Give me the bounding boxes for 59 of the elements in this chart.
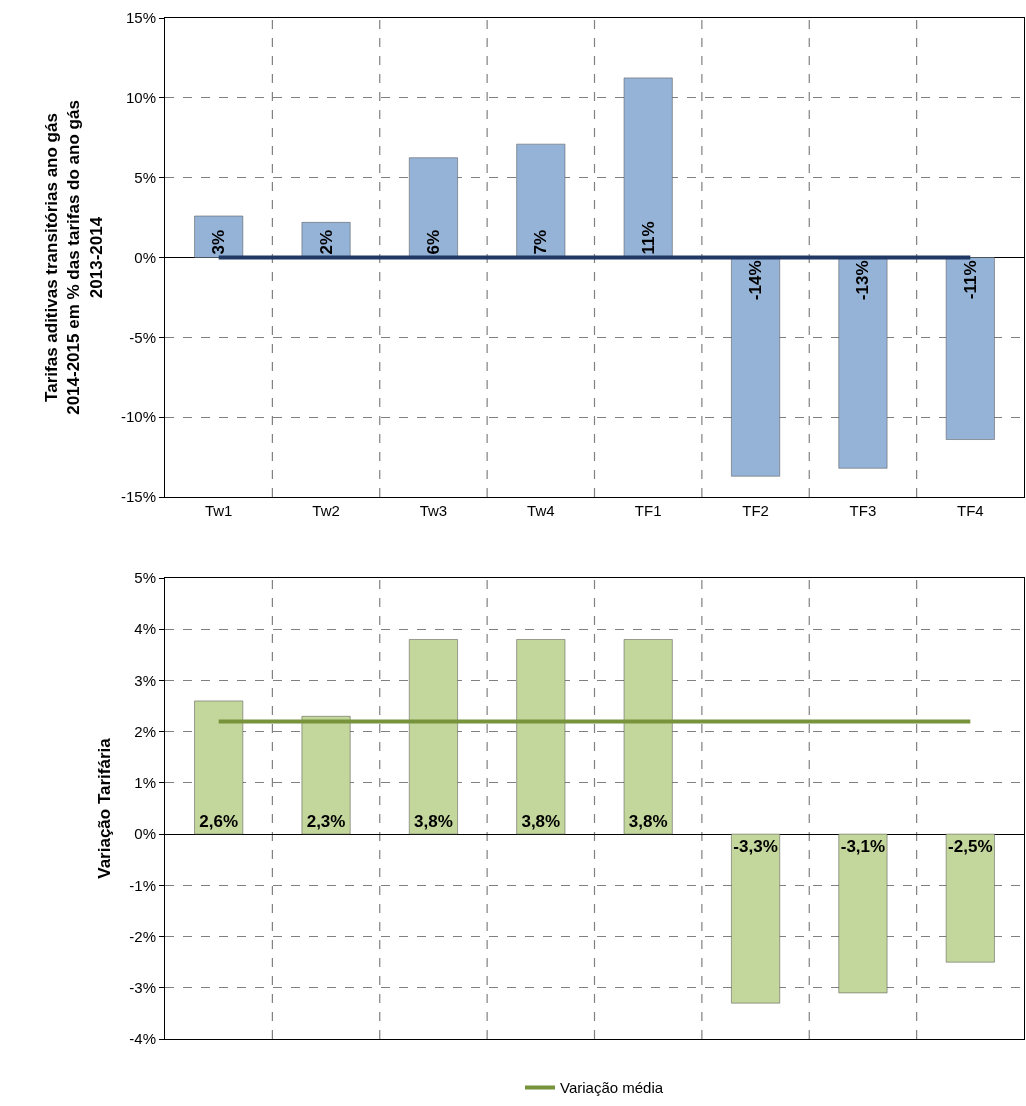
x-tick-label: TF2 (742, 502, 769, 519)
bar (623, 77, 673, 258)
y-tick-label: 10% (125, 89, 156, 107)
y-tick-label: 1% (134, 774, 156, 792)
data-label: 3,8% (628, 812, 668, 832)
x-tick-label: Tw2 (312, 502, 340, 519)
y-tick-label: -2% (129, 927, 156, 945)
data-label: 3,8% (521, 812, 561, 832)
x-tick-label: TF4 (956, 502, 984, 519)
y-tick-label: 5% (134, 569, 156, 587)
bar (838, 833, 888, 994)
data-label: 7% (531, 229, 551, 255)
bar (945, 257, 995, 440)
y-tick-label: 2% (134, 722, 156, 740)
bar (731, 833, 780, 1004)
bar (194, 700, 244, 835)
x-tick-label: TF1 (634, 502, 662, 519)
bar (945, 833, 995, 963)
bar (409, 639, 458, 835)
y-tick-label: -3% (129, 979, 156, 997)
y-tick-label: -15% (120, 488, 156, 506)
data-label: -2,5% (948, 837, 993, 857)
y-tick-label: 3% (134, 671, 156, 689)
data-label: -13% (853, 260, 873, 301)
data-label: 11% (638, 221, 658, 255)
data-label: 3% (209, 229, 229, 255)
y-tick-label: -10% (120, 408, 156, 426)
bar (516, 143, 566, 258)
bar (516, 639, 566, 835)
data-label: -3,3% (733, 837, 778, 857)
x-tick-label: Tw1 (204, 502, 233, 519)
y-tick-label: -1% (129, 876, 156, 894)
y-tick-label: 4% (134, 620, 156, 638)
bar (731, 257, 780, 477)
bar (409, 157, 458, 258)
bar (838, 257, 888, 469)
data-label: -11% (960, 260, 980, 300)
data-label: -14% (746, 260, 766, 301)
data-label: 2% (316, 229, 336, 255)
legend-label: Variação média (560, 1079, 664, 1097)
x-tick-label: Tw3 (419, 502, 448, 519)
data-label: 3,8% (414, 812, 453, 832)
y-tick-label: 5% (134, 168, 156, 186)
y-tick-label: 0% (134, 248, 156, 266)
data-label: 2,6% (199, 812, 239, 832)
y-axis-title: Variação Tarifária (94, 737, 114, 879)
bar (194, 215, 244, 258)
y-tick-label: -4% (129, 1030, 156, 1048)
bar (301, 716, 351, 835)
data-label: 2,3% (306, 812, 346, 832)
x-tick-label: TF3 (849, 502, 877, 519)
data-label: -3,1% (840, 837, 886, 857)
data-label: 6% (423, 229, 443, 255)
y-tick-label: -5% (129, 328, 156, 346)
y-tick-label: 15% (125, 9, 156, 27)
y-axis-title: Tarifas aditivas transitórias ano gás 2014-2015 em % das tarifas do ano gás 2013-2014 (42, 100, 106, 415)
bar (623, 639, 673, 835)
x-tick-label: Tw4 (527, 502, 555, 519)
y-tick-label: 0% (134, 825, 156, 843)
